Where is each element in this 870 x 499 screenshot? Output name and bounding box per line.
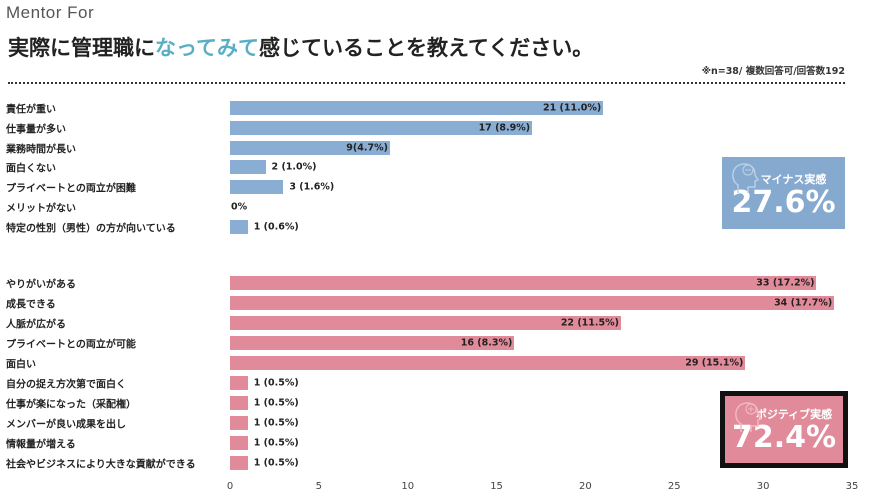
logo: Mentor For (6, 3, 95, 22)
bar (230, 456, 248, 470)
data-label: 16 (8.3%) (460, 337, 513, 349)
negative-label: マイナス実感 (760, 173, 827, 186)
bar (230, 356, 746, 370)
data-label: 33 (17.2%) (756, 277, 815, 289)
data-label: 1 (0.5%) (253, 397, 299, 409)
bar (230, 276, 817, 290)
data-label: 29 (15.1%) (685, 357, 744, 369)
category-label: 業務時間が長い (6, 144, 76, 156)
x-tick-label: 25 (667, 481, 681, 492)
category-label: 仕事が楽になった（采配権） (6, 399, 136, 411)
positive-value: 72.4% (731, 420, 837, 455)
bar (230, 219, 248, 234)
x-tick-label: 10 (401, 481, 415, 492)
bar (230, 396, 248, 410)
category-label: やりがいがある (6, 279, 76, 291)
data-label: 3 (1.6%) (289, 181, 335, 193)
data-label: 34 (17.7%) (774, 297, 833, 309)
category-label: メンバーが良い成果を出し (6, 419, 126, 431)
x-tick-label: 35 (845, 481, 859, 492)
category-label: 特定の性別（男性）の方が向いている (6, 223, 176, 235)
page-title: 実際に管理職になってみて感じていることを教えてください。 (8, 32, 593, 62)
x-tick-label: 5 (315, 481, 323, 492)
category-label: 人脈が広がる (6, 319, 66, 331)
bar (230, 376, 248, 390)
category-label: プライベートとの両立が困難 (6, 183, 136, 195)
bar (230, 436, 248, 450)
title-part: 感じていることを教えてください。 (258, 36, 594, 60)
category-label: メリットがない (6, 203, 76, 215)
divider (8, 82, 845, 84)
bar (230, 180, 284, 195)
data-label: 17 (8.9%) (478, 122, 531, 134)
bar (230, 296, 835, 310)
data-label: 1 (0.5%) (253, 377, 299, 389)
data-label: 0% (231, 201, 248, 213)
x-tick-label: 30 (756, 481, 770, 492)
data-label: 1 (0.5%) (253, 417, 299, 429)
negative-summary-box: マイナス実感 27.6% (722, 157, 845, 229)
data-label: 21 (11.0%) (543, 102, 602, 114)
title-highlight: なってみて (155, 36, 259, 60)
data-label: 1 (0.5%) (253, 437, 299, 449)
data-label: 1 (0.5%) (253, 457, 299, 469)
category-label: 情報量が増える (6, 439, 76, 451)
x-tick-label: 0 (226, 481, 234, 492)
data-label: 22 (11.5%) (560, 317, 619, 329)
bar (230, 416, 248, 430)
bar (230, 336, 515, 350)
sample-note: ※n=38/ 複数回答可/回答数192 (701, 66, 845, 77)
data-label: 9(4.7%) (346, 142, 388, 154)
negative-value: 27.6% (731, 185, 836, 220)
positive-label: ポジティブ実感 (755, 408, 833, 421)
head-plus-icon (735, 402, 763, 432)
bar (230, 316, 621, 330)
category-label: 面白い (6, 359, 36, 371)
category-label: 成長できる (6, 299, 56, 311)
bar (230, 101, 604, 115)
title-part: 実際に管理職に (8, 36, 155, 60)
category-label: 社会やビジネスにより大きな貢献ができる (6, 459, 196, 471)
category-label: プライベートとの両立が可能 (6, 339, 136, 351)
data-label: 2 (1.0%) (271, 161, 317, 173)
bar (230, 120, 533, 135)
category-label: 自分の捉え方次第で面白く (6, 379, 126, 391)
x-tick-label: 15 (490, 481, 503, 492)
category-label: 面白くない (6, 163, 56, 175)
bar (230, 160, 266, 175)
x-tick-label: 20 (579, 481, 592, 492)
bar (230, 140, 390, 155)
data-label: 1 (0.6%) (253, 221, 299, 233)
positive-summary-box: ポジティブ実感 72.4% (720, 391, 848, 468)
category-label: 責任が重い (6, 104, 56, 116)
head-minus-icon (732, 163, 760, 193)
category-label: 仕事量が多い (6, 124, 66, 136)
